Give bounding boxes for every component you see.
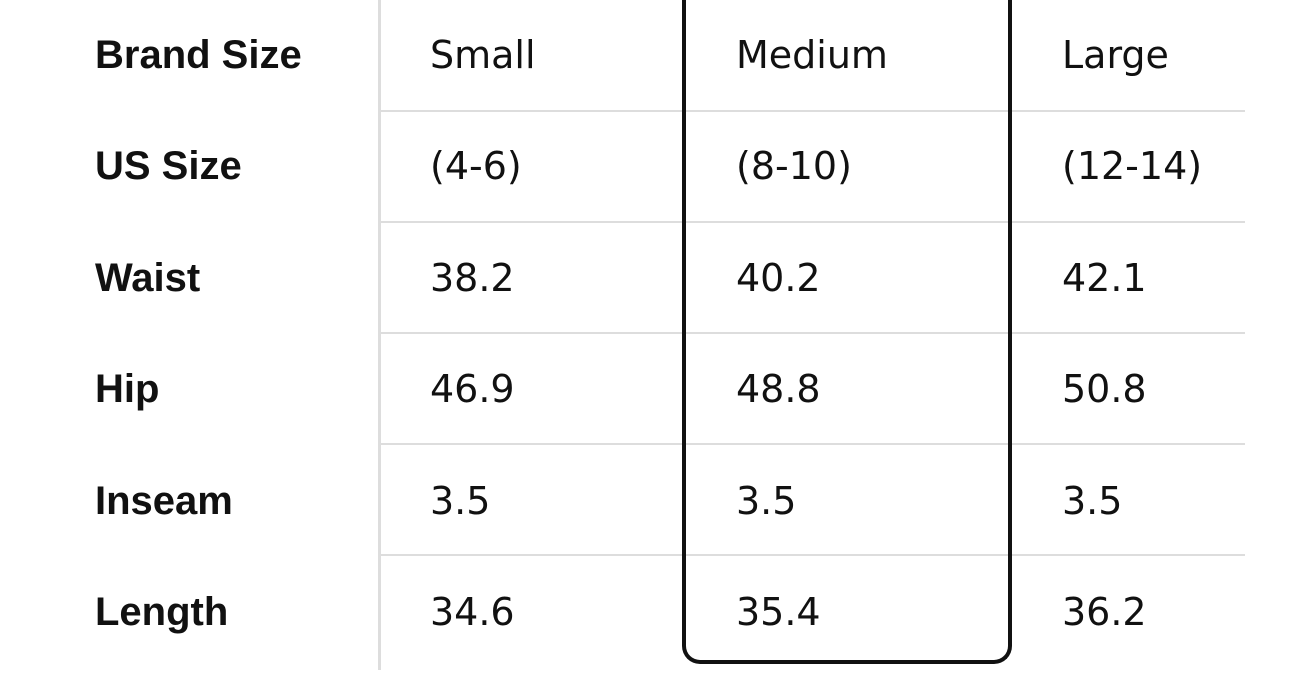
column-divider: [378, 0, 381, 670]
cell-value: (4-6): [430, 144, 522, 189]
cell-value: 3.5: [430, 478, 491, 523]
cell-value: 3.5: [1062, 478, 1123, 523]
row-divider: [380, 554, 1245, 556]
row-divider: [380, 443, 1245, 445]
cell-value: 42.1: [1062, 255, 1147, 300]
row-divider: [380, 221, 1245, 223]
cell-value: (8-10): [736, 144, 852, 189]
cell-value: 3.5: [736, 478, 797, 523]
cell-value: 46.9: [430, 367, 515, 412]
row-divider: [380, 110, 1245, 112]
cell-value: 35.4: [736, 590, 821, 634]
cell-value: Small: [430, 33, 536, 77]
row-divider: [380, 332, 1245, 334]
cell-value: 48.8: [736, 367, 821, 412]
cell-value: 50.8: [1062, 367, 1147, 412]
cell-value: (12-14): [1062, 144, 1203, 189]
cell-value: 34.6: [430, 590, 515, 634]
cell-value: Medium: [736, 33, 888, 77]
cell-value: 38.2: [430, 255, 515, 300]
cell-value: Large: [1062, 33, 1169, 77]
cell-value: 36.2: [1062, 590, 1147, 634]
row-label: Waist: [95, 255, 201, 300]
row-label: Hip: [95, 367, 160, 412]
row-label: US Size: [95, 144, 242, 189]
row-label: Brand Size: [95, 33, 302, 77]
row-label: Length: [95, 590, 229, 634]
row-label: Inseam: [95, 478, 233, 523]
selected-column-highlight: [682, 0, 1012, 664]
cell-value: 40.2: [736, 255, 821, 300]
